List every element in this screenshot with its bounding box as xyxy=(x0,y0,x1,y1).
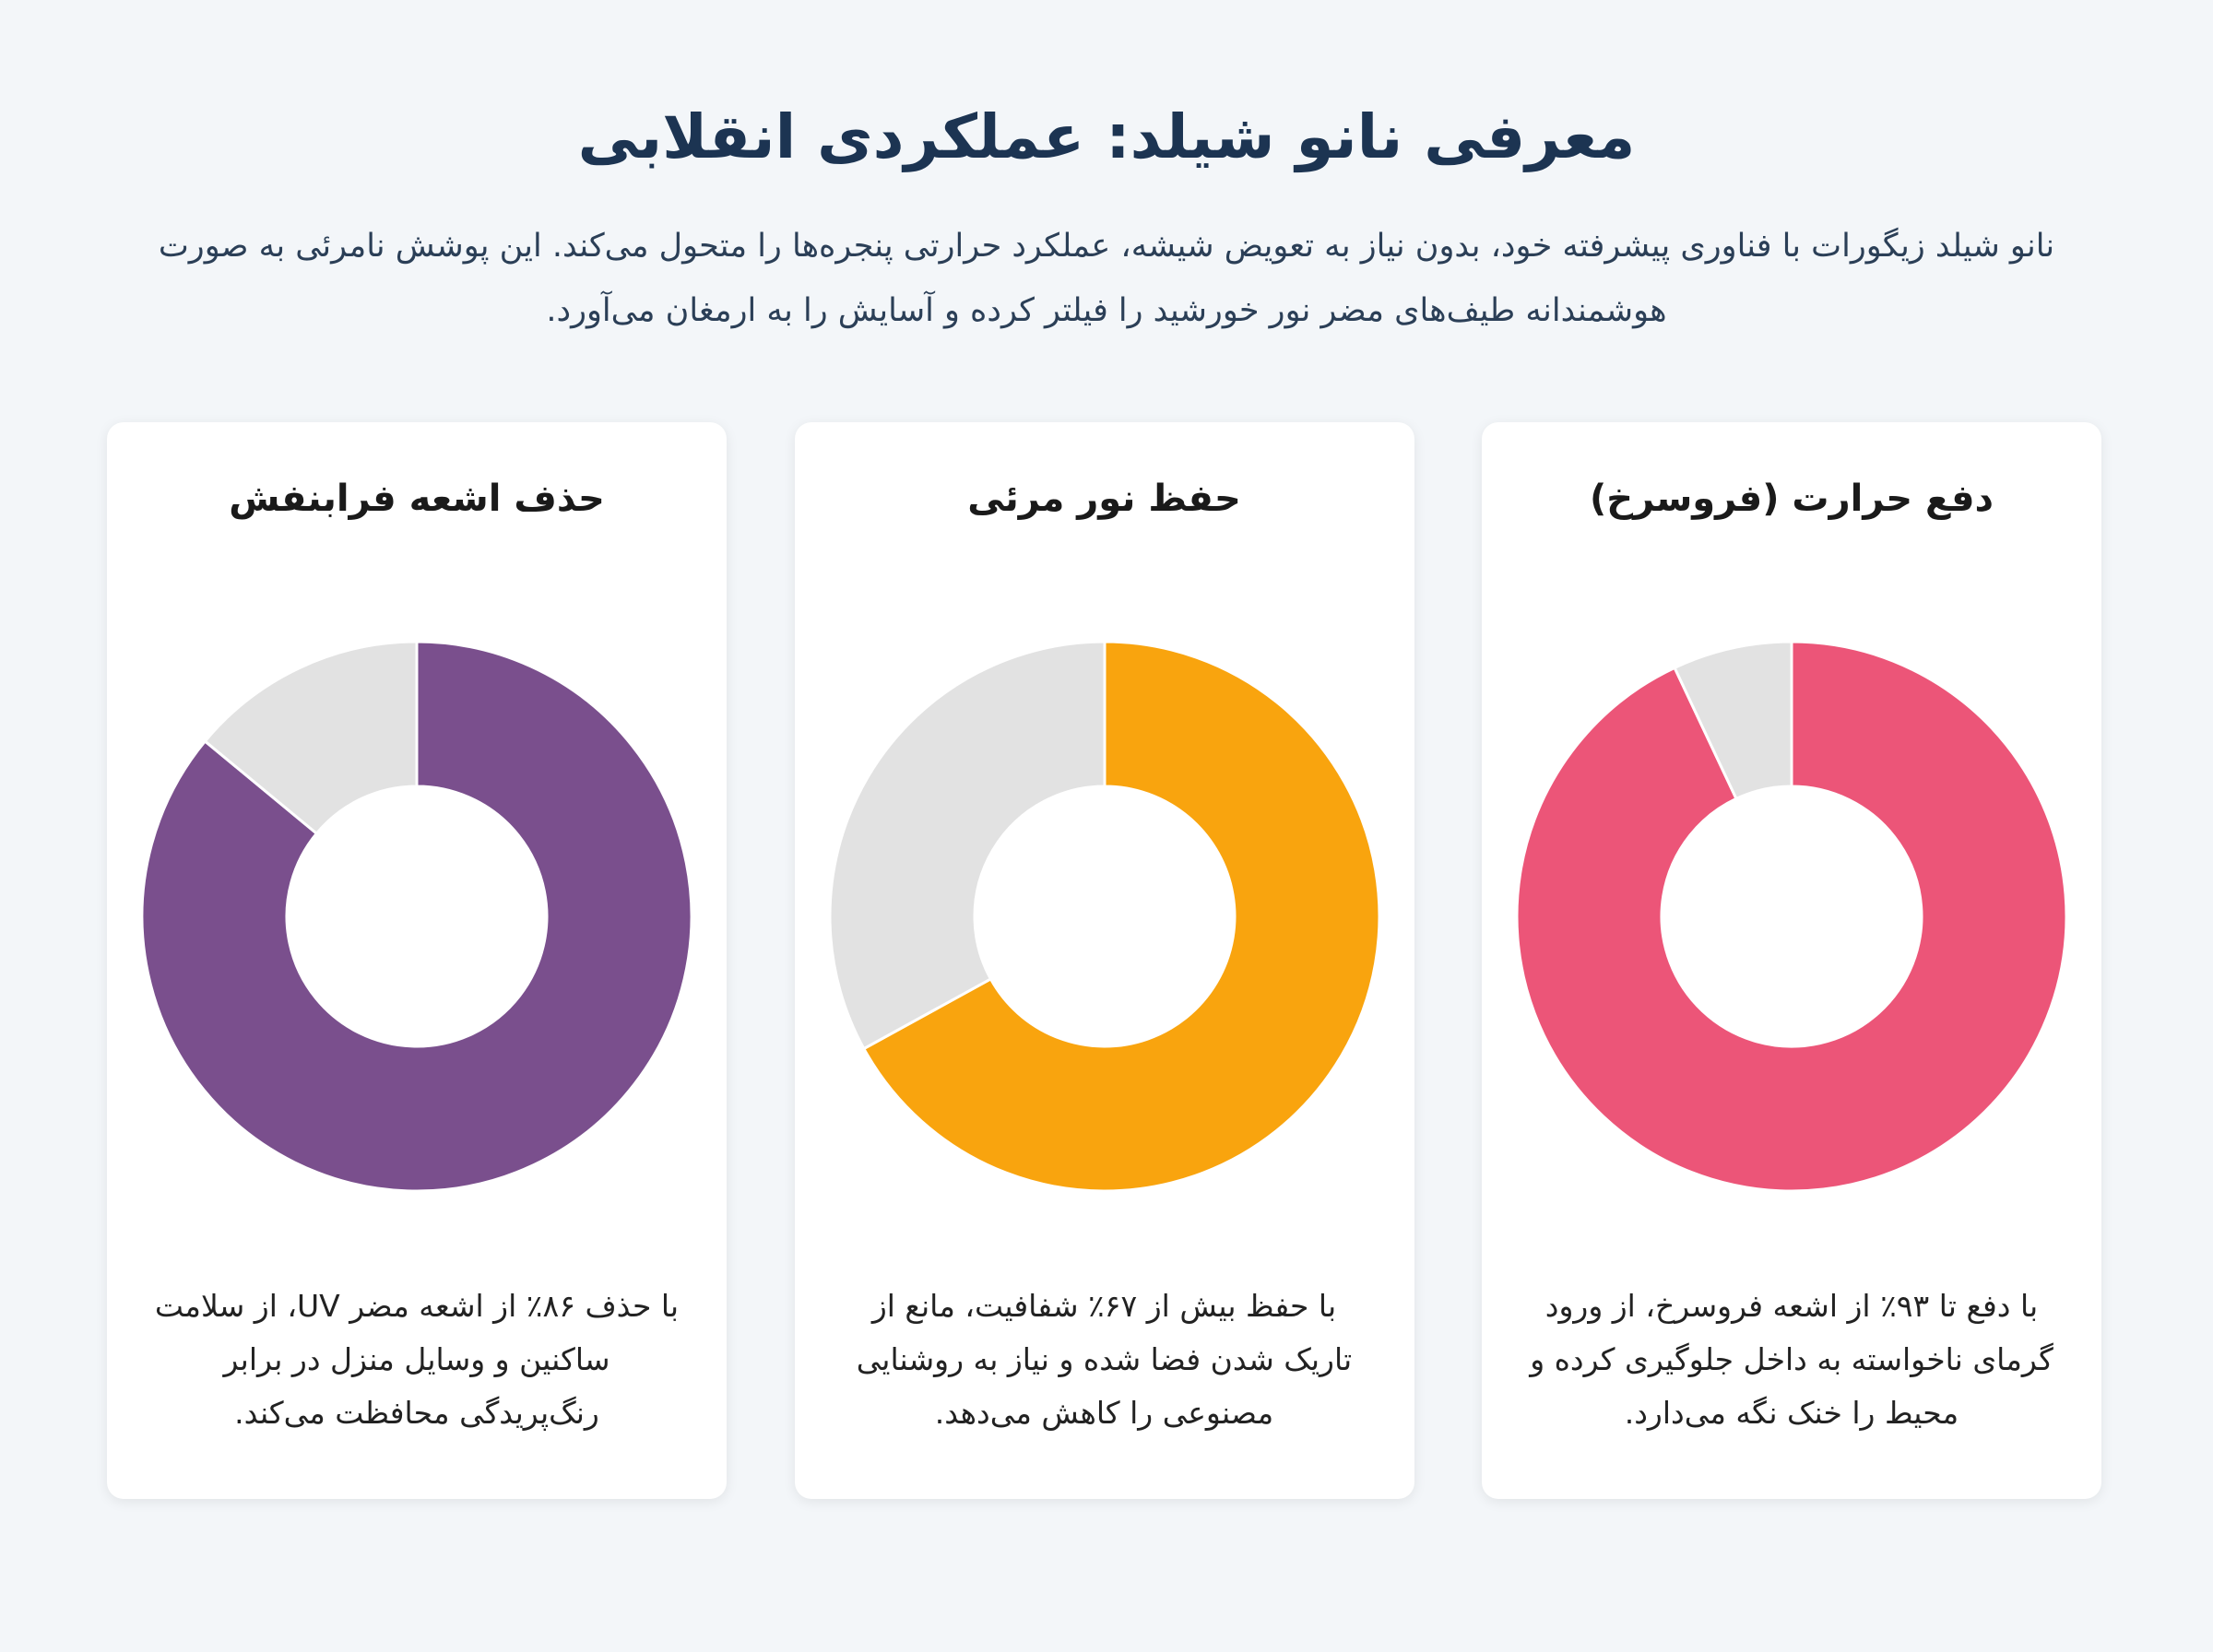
card-description: با حذف ۸۶٪ از اشعه مضر UV، از سلامت ساکن… xyxy=(154,1288,680,1431)
donut-chart xyxy=(828,640,1380,1193)
donut-chart xyxy=(1515,640,2068,1193)
card: دفع حرارت (فروسرخ) با دفع تا ۹۳٪ از اشعه … xyxy=(1482,422,2101,1499)
donut-slice xyxy=(140,640,693,1193)
card: حفظ نور مرئی با حفظ بیش از ۶۷٪ شفافیت، ما… xyxy=(794,422,1414,1499)
card-title: حفظ نور مرئی xyxy=(967,478,1241,520)
page-description: نانو شیلد زیگورات با فناوری پیشرفته خود،… xyxy=(158,228,2055,329)
card-description: با دفع تا ۹۳٪ از اشعه فروسرخ، از ورود گر… xyxy=(1530,1288,2053,1431)
card-description: با حفظ بیش از ۶۷٪ شفافیت، مانع از تاریک … xyxy=(856,1288,1353,1431)
donut-slice xyxy=(1673,640,1793,801)
card-title: دفع حرارت (فروسرخ) xyxy=(1589,478,1994,520)
card-title: حذف اشعه فرابنفش xyxy=(229,478,605,520)
donut-slice xyxy=(828,640,1106,1051)
cards: دفع حرارت (فروسرخ) با دفع تا ۹۳٪ از اشعه … xyxy=(107,422,2101,1499)
card: حذف اشعه فرابنفش با حذف ۸۶٪ از اشعه مضر U… xyxy=(107,422,727,1499)
donut-slice xyxy=(203,640,419,836)
donut-chart xyxy=(140,640,693,1193)
page-title: معرفی نانو شیلد: عملکردی انقلابی xyxy=(577,101,1636,172)
donut-slice xyxy=(1515,640,2068,1193)
donut-slice xyxy=(861,640,1380,1193)
